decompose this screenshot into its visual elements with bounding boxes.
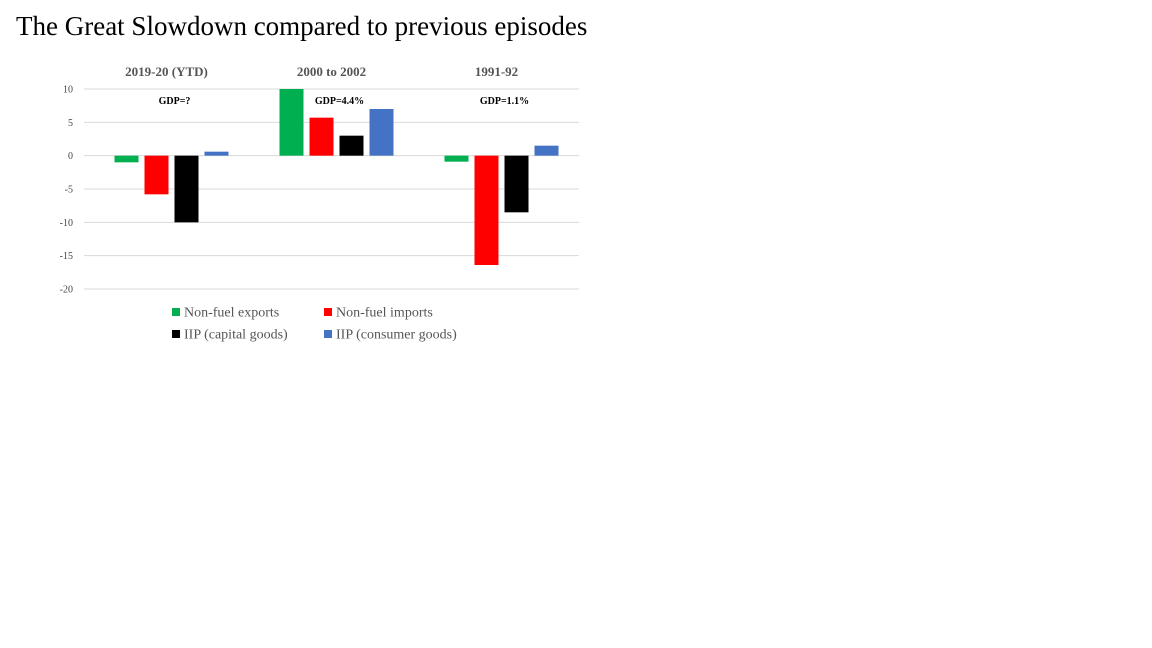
bar xyxy=(144,155,169,195)
gdp-annotations: GDP=? GDP=4.4% GDP=1.1% xyxy=(159,96,530,107)
legend-swatch xyxy=(324,330,332,338)
category-label: 2019-20 (YTD) xyxy=(125,64,208,79)
legend-swatch xyxy=(172,330,180,338)
y-tick-label: -15 xyxy=(60,251,73,262)
gdp-annotation: GDP=4.4% xyxy=(315,96,364,107)
y-tick-label: 0 xyxy=(68,151,73,162)
category-label: 1991-92 xyxy=(475,64,518,79)
y-tick-label: -10 xyxy=(60,218,73,229)
y-tick-label: -20 xyxy=(60,285,73,296)
bars xyxy=(114,89,559,265)
legend-label: Non-fuel imports xyxy=(336,306,433,321)
y-axis-ticks: 10 5 0 -5 -10 -15 -20 xyxy=(60,85,73,296)
category-label: 2000 to 2002 xyxy=(297,64,366,79)
bar xyxy=(534,145,559,156)
category-labels: 2019-20 (YTD) 2000 to 2002 1991-92 xyxy=(125,64,518,79)
gdp-annotation: GDP=? xyxy=(159,96,191,107)
legend-swatch xyxy=(172,308,180,316)
bar xyxy=(174,155,199,223)
bar xyxy=(444,155,469,162)
bar xyxy=(339,135,364,156)
bar xyxy=(204,151,229,156)
legend-label: Non-fuel exports xyxy=(184,306,279,321)
legend: Non-fuel exports Non-fuel imports IIP (cap… xyxy=(172,306,457,343)
page-title: The Great Slowdown compared to previous … xyxy=(16,11,588,41)
bar xyxy=(504,155,529,213)
bar xyxy=(279,89,304,156)
legend-swatch xyxy=(324,308,332,316)
legend-label: IIP (consumer goods) xyxy=(336,328,457,343)
y-tick-label: 10 xyxy=(63,85,73,96)
bar xyxy=(309,117,334,156)
bar xyxy=(369,109,394,156)
y-tick-label: -5 xyxy=(65,185,73,196)
bar xyxy=(114,155,139,163)
gdp-annotation: GDP=1.1% xyxy=(480,96,529,107)
bar xyxy=(474,155,499,265)
y-tick-label: 5 xyxy=(68,118,73,129)
legend-label: IIP (capital goods) xyxy=(184,328,288,343)
